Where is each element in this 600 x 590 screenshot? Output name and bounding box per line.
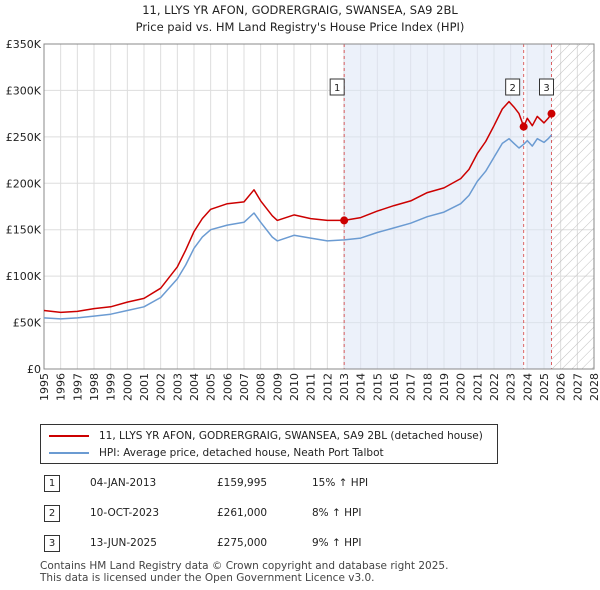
- footer-attribution: Contains HM Land Registry data © Crown c…: [40, 560, 448, 584]
- y-tick-label: £350K: [6, 38, 42, 51]
- y-tick-label: £150K: [6, 224, 42, 237]
- sale-row: 1 04-JAN-2013 £159,995 15% ↑ HPI: [40, 472, 460, 502]
- x-tick-label: 2024: [521, 373, 534, 401]
- legend-item-property: 11, LLYS YR AFON, GODRERGRAIG, SWANSEA, …: [49, 428, 483, 444]
- x-tick-label: 2018: [421, 373, 434, 401]
- chart-subtitle: Price paid vs. HM Land Registry's House …: [135, 20, 465, 34]
- sale-date: 13-JUN-2025: [90, 537, 157, 549]
- y-tick-label: £250K: [6, 131, 42, 144]
- x-tick-label: 2002: [155, 373, 168, 401]
- x-tick-label: 2012: [321, 373, 334, 401]
- plot-frame: [43, 43, 595, 370]
- y-tick-label: £50K: [13, 317, 42, 330]
- y-tick-label: £200K: [6, 177, 42, 190]
- legend-label-hpi: HPI: Average price, detached house, Neat…: [99, 447, 384, 459]
- sale-number-label: 2: [509, 83, 515, 94]
- x-tick-label: 2008: [255, 373, 268, 401]
- x-tick-label: 2017: [405, 373, 418, 401]
- x-tick-label: 2005: [205, 373, 218, 401]
- sale-number-badge: 1: [44, 475, 60, 492]
- x-tick-label: 2016: [388, 373, 401, 401]
- sale-date: 04-JAN-2013: [90, 477, 157, 489]
- sale-number-box: [505, 78, 521, 96]
- legend: 11, LLYS YR AFON, GODRERGRAIG, SWANSEA, …: [40, 424, 498, 464]
- x-tick-label: 2015: [371, 373, 384, 401]
- sale-point: [340, 216, 349, 225]
- legend-swatch-property: [49, 435, 89, 437]
- x-tick-label: 2023: [505, 373, 518, 401]
- sale-number-label: 3: [543, 83, 549, 94]
- sales-table: 1 04-JAN-2013 £159,995 15% ↑ HPI 2 10-OC…: [40, 472, 460, 562]
- x-tick-label: 2014: [355, 373, 368, 401]
- x-tick-label: 2013: [338, 373, 351, 401]
- footer-line-1: Contains HM Land Registry data © Crown c…: [40, 560, 449, 572]
- sale-number-badge: 3: [44, 535, 60, 552]
- x-tick-label: 2000: [121, 373, 134, 401]
- y-tick-label: £300K: [6, 84, 42, 97]
- sale-hpi-change: 15% ↑ HPI: [312, 477, 369, 489]
- x-tick-label: 1996: [55, 373, 68, 401]
- ownership-band: [344, 44, 524, 369]
- sale-number-box: [329, 78, 345, 96]
- x-tick-label: 2003: [171, 373, 184, 401]
- sale-date: 10-OCT-2023: [90, 507, 159, 519]
- series-line-hpi: [43, 134, 553, 320]
- chart-title-block: 11, LLYS YR AFON, GODRERGRAIG, SWANSEA, …: [0, 2, 600, 36]
- x-tick-label: 2007: [238, 373, 251, 401]
- chart-title: 11, LLYS YR AFON, GODRERGRAIG, SWANSEA, …: [142, 3, 458, 17]
- legend-label-property: 11, LLYS YR AFON, GODRERGRAIG, SWANSEA, …: [99, 430, 483, 442]
- x-tick-label: 2020: [455, 373, 468, 401]
- x-tick-label: 2019: [438, 373, 451, 401]
- x-tick-label: 2028: [588, 373, 600, 401]
- sale-hpi-change: 8% ↑ HPI: [312, 507, 362, 519]
- y-tick-label: £0: [27, 363, 41, 376]
- x-tick-label: 1995: [38, 373, 51, 401]
- x-tick-label: 2026: [555, 373, 568, 401]
- sale-price: £261,000: [217, 507, 268, 519]
- x-tick-label: 2021: [471, 373, 484, 401]
- x-tick-label: 2001: [138, 373, 151, 401]
- sale-hpi-change: 9% ↑ HPI: [312, 537, 362, 549]
- ownership-band: [525, 44, 552, 369]
- sale-row: 2 10-OCT-2023 £261,000 8% ↑ HPI: [40, 502, 460, 532]
- x-tick-label: 2022: [488, 373, 501, 401]
- sale-number-box: [539, 78, 554, 96]
- x-tick-label: 2004: [188, 373, 201, 401]
- sale-point: [547, 109, 556, 118]
- x-tick-label: 1997: [71, 373, 84, 401]
- x-tick-label: 2025: [538, 373, 551, 401]
- sale-row: 3 13-JUN-2025 £275,000 9% ↑ HPI: [40, 532, 460, 562]
- x-tick-label: 1998: [88, 373, 101, 401]
- y-tick-label: £100K: [6, 270, 42, 283]
- legend-item-hpi: HPI: Average price, detached house, Neat…: [49, 445, 384, 461]
- sale-number-label: 1: [334, 83, 340, 94]
- sale-point: [519, 122, 528, 131]
- x-tick-label: 2006: [221, 373, 234, 401]
- sale-price: £159,995: [217, 477, 268, 489]
- sale-number-badge: 2: [44, 505, 60, 522]
- legend-swatch-hpi: [49, 452, 89, 454]
- x-tick-label: 1999: [105, 373, 118, 401]
- x-tick-label: 2027: [571, 373, 584, 401]
- x-tick-label: 2009: [271, 373, 284, 401]
- footer-line-2: This data is licensed under the Open Gov…: [40, 572, 375, 584]
- x-tick-label: 2010: [288, 373, 301, 401]
- x-tick-label: 2011: [305, 373, 318, 401]
- future-hatch-region: [551, 44, 594, 369]
- price-chart: £0 £50K £100K £150K £200K £250K £300K £350K 1995…: [6, 38, 600, 401]
- sale-price: £275,000: [217, 537, 268, 549]
